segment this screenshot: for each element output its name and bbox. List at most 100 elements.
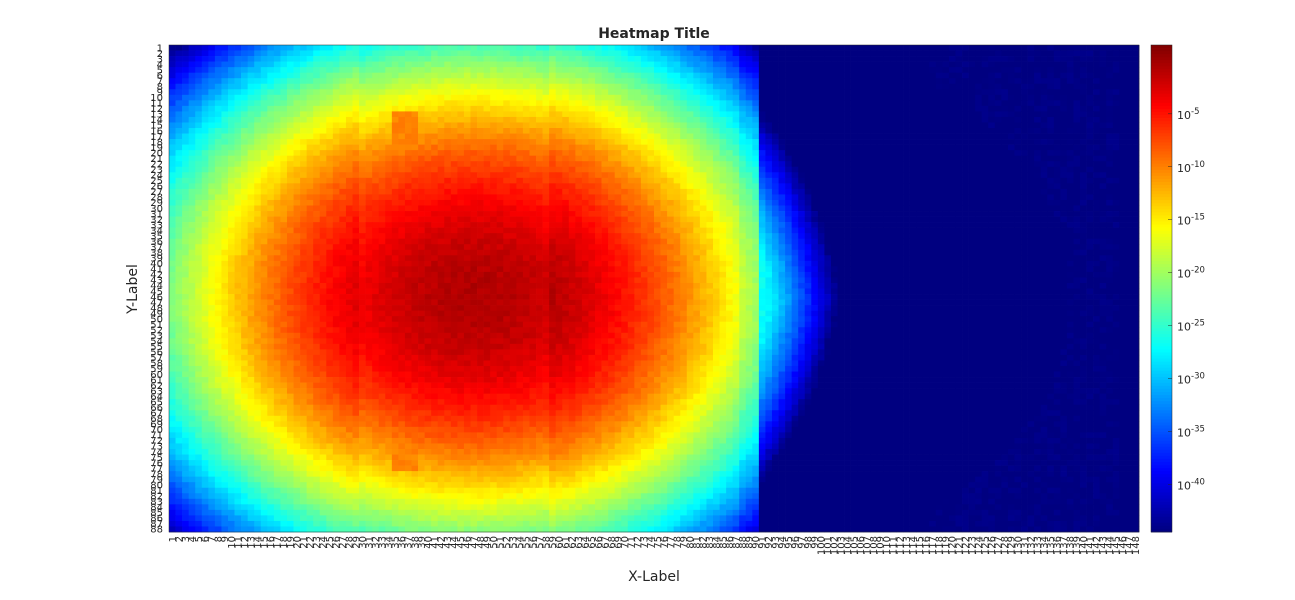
heatmap-cell bbox=[889, 199, 897, 206]
heatmap-cell bbox=[745, 177, 753, 184]
heatmap-cell bbox=[929, 188, 937, 195]
heatmap-cell bbox=[496, 116, 504, 123]
heatmap-cell bbox=[732, 205, 740, 212]
heatmap-cell bbox=[1080, 67, 1087, 74]
heatmap-cell bbox=[365, 100, 373, 107]
heatmap-cell bbox=[1125, 188, 1133, 195]
heatmap-cell bbox=[909, 89, 917, 96]
heatmap-cell bbox=[667, 222, 675, 228]
heatmap-cell bbox=[968, 83, 976, 90]
heatmap-cell bbox=[365, 172, 373, 179]
heatmap-cell bbox=[509, 83, 517, 90]
heatmap-cell bbox=[306, 67, 314, 74]
heatmap-cell bbox=[1073, 128, 1081, 134]
heatmap-cell bbox=[175, 166, 183, 173]
heatmap-cell bbox=[536, 78, 543, 85]
heatmap-cell bbox=[903, 166, 910, 173]
heatmap-cell bbox=[647, 56, 655, 62]
heatmap-cell bbox=[699, 183, 707, 190]
heatmap-cell bbox=[463, 72, 471, 79]
heatmap-cell bbox=[785, 83, 792, 90]
heatmap-cell bbox=[1034, 199, 1042, 206]
heatmap-cell bbox=[988, 222, 996, 228]
heatmap-cell bbox=[267, 183, 275, 190]
heatmap-cell bbox=[634, 133, 642, 140]
heatmap-cell bbox=[1086, 183, 1094, 190]
heatmap-cell bbox=[463, 139, 471, 145]
heatmap-cell bbox=[345, 128, 353, 134]
heatmap-cell bbox=[418, 56, 425, 62]
heatmap-cell bbox=[286, 89, 294, 96]
heatmap-cell bbox=[175, 56, 183, 62]
heatmap-cell bbox=[188, 100, 196, 107]
heatmap-cell bbox=[313, 111, 321, 118]
heatmap-cell bbox=[286, 45, 294, 51]
heatmap-cell bbox=[778, 128, 786, 134]
heatmap-cell bbox=[1047, 67, 1055, 74]
heatmap-cell bbox=[444, 45, 452, 51]
heatmap-cell bbox=[169, 133, 176, 140]
heatmap-cell bbox=[175, 199, 183, 206]
heatmap-cell bbox=[962, 150, 969, 157]
heatmap-cell bbox=[437, 111, 445, 118]
heatmap-cell bbox=[457, 78, 465, 85]
heatmap-cell bbox=[935, 94, 943, 101]
heatmap-cell bbox=[712, 100, 720, 107]
heatmap-cell bbox=[359, 100, 366, 107]
heatmap-cell bbox=[634, 78, 642, 85]
heatmap-cell bbox=[188, 128, 196, 134]
heatmap-cell bbox=[975, 199, 983, 206]
heatmap-cell bbox=[942, 166, 950, 173]
heatmap-cell bbox=[739, 222, 747, 228]
heatmap-cell bbox=[739, 105, 747, 112]
heatmap-cell bbox=[411, 139, 419, 145]
heatmap-cell bbox=[667, 155, 675, 162]
heatmap-cell bbox=[601, 205, 609, 212]
heatmap-cell bbox=[359, 194, 366, 201]
heatmap-cell bbox=[745, 94, 753, 101]
heatmap-cell bbox=[365, 155, 373, 162]
heatmap-cell bbox=[647, 155, 655, 162]
heatmap-cell bbox=[883, 61, 891, 68]
heatmap-cell bbox=[765, 199, 773, 206]
heatmap-cell bbox=[477, 122, 484, 129]
heatmap-cell bbox=[870, 133, 878, 140]
heatmap-cell bbox=[726, 172, 733, 179]
heatmap-cells bbox=[168, 44, 1140, 533]
heatmap-cell bbox=[962, 161, 969, 168]
heatmap-cell bbox=[745, 216, 753, 223]
heatmap-cell bbox=[680, 227, 688, 234]
heatmap-cell bbox=[509, 111, 517, 118]
heatmap-cell bbox=[1080, 194, 1087, 201]
heatmap-cell bbox=[1125, 50, 1133, 57]
heatmap-cell bbox=[706, 205, 714, 212]
heatmap-cell bbox=[640, 61, 648, 68]
heatmap-cell bbox=[1034, 188, 1042, 195]
heatmap-cell bbox=[1080, 216, 1087, 223]
heatmap-cell bbox=[175, 89, 183, 96]
heatmap-cell bbox=[293, 161, 301, 168]
heatmap-cell bbox=[365, 56, 373, 62]
heatmap-cell bbox=[1007, 105, 1015, 112]
heatmap-cell bbox=[1034, 183, 1042, 190]
heatmap-cell bbox=[988, 172, 996, 179]
heatmap-cell bbox=[457, 211, 465, 217]
heatmap-cell bbox=[1060, 139, 1068, 145]
heatmap-cell bbox=[418, 177, 425, 184]
heatmap-cell bbox=[621, 161, 629, 168]
heatmap-cell bbox=[562, 211, 570, 217]
heatmap-cell bbox=[621, 166, 629, 173]
heatmap-cell bbox=[549, 78, 557, 85]
heatmap-cell bbox=[522, 83, 530, 90]
heatmap-cell bbox=[568, 45, 576, 51]
heatmap-cell bbox=[201, 216, 209, 223]
heatmap-cell bbox=[326, 227, 334, 234]
heatmap-cell bbox=[568, 128, 576, 134]
heatmap-cell bbox=[791, 144, 799, 151]
heatmap-cell bbox=[516, 116, 524, 123]
heatmap-cell bbox=[352, 78, 360, 85]
heatmap-cell bbox=[306, 216, 314, 223]
heatmap-cell bbox=[345, 194, 353, 201]
heatmap-cell bbox=[221, 211, 229, 217]
heatmap-cell bbox=[503, 94, 511, 101]
